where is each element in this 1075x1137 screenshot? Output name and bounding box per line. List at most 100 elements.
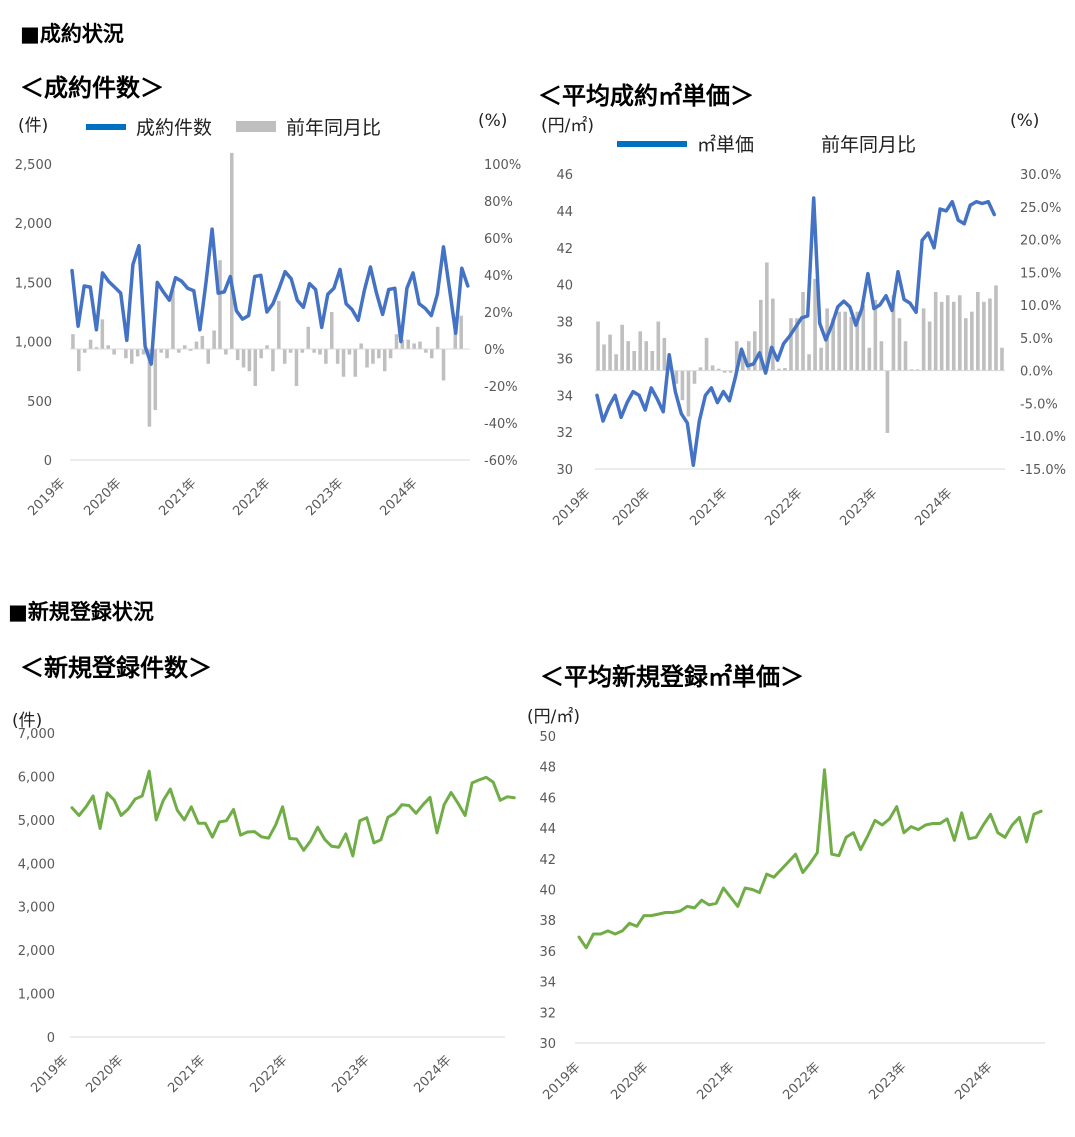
y-tick-label: 6,000 — [18, 770, 55, 785]
x-tick-label: 2020年 — [610, 486, 653, 529]
y2-tick-label: 25.0% — [1020, 201, 1061, 216]
yoy-bar — [312, 349, 316, 353]
y-tick-label: 2,000 — [15, 217, 52, 232]
y-tick-label: 34 — [539, 976, 556, 991]
yoy-bar — [795, 318, 799, 371]
y-axis-unit-left: (件) — [12, 711, 43, 731]
chart-title-contract-count: ＜成約件数＞ — [20, 74, 164, 102]
yoy-bar — [964, 318, 968, 371]
yoy-bar — [957, 295, 962, 371]
y2-tick-label: -40% — [484, 417, 518, 432]
yoy-bar — [855, 311, 860, 371]
yoy-bar — [112, 349, 116, 355]
yoy-bar — [650, 351, 655, 371]
y-axis-unit-left: (件) — [18, 116, 49, 136]
yoy-bar — [1000, 347, 1004, 371]
yoy-bar — [722, 370, 727, 373]
legend-item-bar: 前年同月比 — [821, 130, 916, 157]
yoy-bar — [656, 321, 661, 371]
y-tick-label: 30 — [539, 1037, 556, 1052]
yoy-bar — [359, 343, 363, 349]
x-tick-label: 2020年 — [83, 1053, 126, 1096]
y-tick-label: 34 — [556, 389, 573, 404]
x-tick-label: 2024年 — [952, 1060, 995, 1103]
yoy-bar — [88, 339, 93, 349]
y-tick-label: 38 — [539, 914, 556, 929]
yoy-bar — [135, 349, 140, 357]
yoy-bar — [897, 318, 902, 371]
x-tick-label: 2022年 — [230, 476, 273, 519]
yoy-bar — [365, 349, 369, 368]
yoy-bar — [377, 349, 381, 359]
yoy-bar — [424, 349, 428, 353]
yoy-bar — [939, 301, 944, 371]
yoy-bar — [819, 347, 823, 371]
y2-tick-label: 20.0% — [1020, 234, 1061, 249]
yoy-bar — [915, 369, 920, 371]
x-tick-label: 2021年 — [687, 486, 730, 529]
yoy-bar — [783, 368, 787, 371]
x-tick-label: 2022年 — [762, 486, 805, 529]
yoy-bar — [746, 341, 751, 371]
y-tick-label: 0 — [47, 1031, 55, 1046]
y2-tick-label: -5.0% — [1020, 397, 1058, 412]
y-axis-unit-left: (円/㎡) — [541, 116, 594, 136]
y2-tick-label: 80% — [484, 195, 513, 210]
yoy-bar — [188, 349, 193, 351]
legend-label: 前年同月比 — [821, 134, 917, 156]
yoy-bar — [453, 326, 458, 349]
yoy-bar — [734, 341, 739, 371]
yoy-bar — [247, 349, 252, 372]
y-tick-label: 2,500 — [15, 158, 52, 173]
yoy-bar — [885, 370, 890, 433]
x-tick-label: 2022年 — [780, 1060, 823, 1103]
chart-title-listing-count: ＜新規登録件数＞ — [20, 654, 212, 682]
yoy-bar — [909, 369, 914, 371]
legend-item-line: ㎡単価 — [617, 130, 754, 157]
yoy-bar — [371, 349, 375, 364]
yoy-bar — [873, 299, 878, 371]
y-tick-label: 42 — [556, 242, 573, 257]
x-tick-label: 2021年 — [165, 1053, 208, 1096]
yoy-bar — [620, 324, 624, 371]
yoy-bar — [294, 349, 299, 386]
yoy-bar — [235, 349, 240, 361]
yoy-bar — [265, 345, 269, 349]
yoy-bar — [945, 295, 950, 371]
yoy-bar — [230, 152, 234, 349]
yoy-bar — [459, 315, 463, 349]
y-tick-label: 5,000 — [18, 814, 55, 829]
section-title-listings: ■新規登録状況 — [8, 600, 154, 624]
legend-item-line: 成約件数 — [86, 113, 212, 140]
y2-tick-label: 60% — [484, 232, 513, 247]
x-tick-label: 2023年 — [837, 486, 880, 529]
yoy-bar — [716, 368, 721, 371]
y-tick-label: 32 — [539, 1006, 556, 1021]
yoy-bar — [271, 349, 275, 372]
y-tick-label: 44 — [556, 205, 573, 220]
yoy-bar — [94, 347, 99, 349]
yoy-bar — [441, 349, 446, 381]
yoy-bar — [680, 370, 685, 401]
y2-tick-label: -20% — [484, 380, 518, 395]
x-tick-label: 2022年 — [247, 1053, 290, 1096]
yoy-bar — [435, 326, 440, 349]
yoy-bar — [77, 349, 81, 372]
x-tick-label: 2019年 — [540, 1060, 583, 1103]
yoy-bar — [662, 337, 667, 371]
yoy-bar — [994, 285, 998, 371]
yoy-bar — [674, 370, 679, 384]
y-tick-label: 38 — [556, 316, 573, 331]
x-tick-label: 2020年 — [608, 1060, 651, 1103]
yoy-bar — [632, 351, 636, 371]
yoy-bar — [253, 349, 258, 386]
section-title-contracts: ■成約状況 — [20, 22, 124, 46]
y-tick-label: 0 — [44, 454, 52, 469]
yoy-bar — [608, 334, 612, 371]
y-tick-label: 3,000 — [18, 901, 55, 916]
legend-label: ㎡単価 — [697, 134, 755, 156]
yoy-bar — [710, 365, 715, 371]
yoy-bar — [976, 292, 980, 371]
yoy-bar — [347, 349, 352, 355]
